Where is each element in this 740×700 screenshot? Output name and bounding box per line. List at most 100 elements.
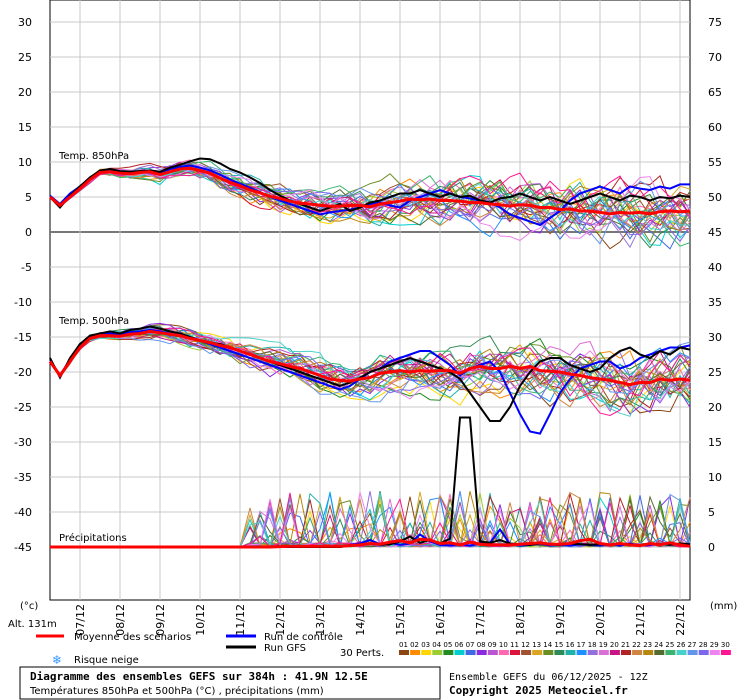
- right-tick-label: 60: [708, 121, 722, 134]
- pert-swatch: [643, 650, 654, 655]
- pert-number: 10: [499, 641, 508, 649]
- right-tick-label: 65: [708, 86, 722, 99]
- pert-number: 22: [632, 641, 641, 649]
- date-tick-label: 09/12: [154, 604, 167, 636]
- pert-number: 18: [588, 641, 597, 649]
- perturbation-line: [49, 169, 691, 218]
- date-tick-label: 17/12: [474, 604, 487, 636]
- pert-swatch: [510, 650, 520, 655]
- altitude-label: Alt. 131m: [8, 619, 57, 630]
- pert-swatch: [665, 650, 676, 655]
- left-tick-label: 0: [25, 226, 32, 239]
- perturbation-line: [49, 168, 691, 242]
- t850-line: [49, 157, 691, 213]
- left-tick-label: 20: [18, 86, 32, 99]
- right-tick-label: 35: [708, 296, 722, 309]
- series-layer: [48, 157, 691, 549]
- pert-number: 13: [532, 641, 541, 649]
- t500-line: [49, 325, 691, 422]
- label-t850: Temp. 850hPa: [58, 151, 129, 162]
- date-tick-label: 07/12: [74, 604, 87, 636]
- perturbation-line: [49, 322, 691, 415]
- right-tick-label: 15: [708, 436, 722, 449]
- date-tick-label: 18/12: [514, 604, 527, 636]
- right-tick-label: 45: [708, 226, 722, 239]
- pert-swatch: [576, 650, 587, 655]
- pert-swatch: [543, 650, 554, 655]
- date-tick-label: 13/12: [314, 604, 327, 636]
- left-tick-label: -45: [14, 541, 32, 554]
- pert-number: 02: [410, 641, 419, 649]
- left-tick-label: 30: [18, 16, 32, 29]
- perturbation-line: [49, 164, 691, 226]
- pert-number: 21: [621, 641, 630, 649]
- date-tick-label: 22/12: [674, 604, 687, 636]
- right-tick-label: 5: [708, 506, 715, 519]
- pert-number: 14: [543, 641, 552, 649]
- left-tick-label: 25: [18, 51, 32, 64]
- pert-swatch: [587, 650, 598, 655]
- pert-number: 27: [688, 641, 697, 649]
- footer-subtitle: Températures 850hPa et 500hPa (°C) , pré…: [29, 685, 324, 697]
- date-tick-label: 12/12: [274, 604, 287, 636]
- pert-swatch: [598, 650, 609, 655]
- snowflake-icon: ❄: [52, 653, 62, 667]
- left-tick-label: -5: [21, 261, 32, 274]
- date-tick-label: 15/12: [394, 604, 407, 636]
- right-tick-label: 25: [708, 366, 722, 379]
- legend-mean: Moyenne des scénarios: [74, 631, 191, 643]
- date-tick-label: 14/12: [354, 604, 367, 636]
- right-tick-label: 20: [708, 401, 722, 414]
- date-tick-label: 08/12: [114, 604, 127, 636]
- pert-swatch: [621, 650, 631, 655]
- left-tick-label: 5: [25, 191, 32, 204]
- left-tick-label: 10: [18, 156, 32, 169]
- pert-swatch: [676, 650, 687, 655]
- pert-number: 11: [510, 641, 519, 649]
- date-tick-label: 20/12: [594, 604, 607, 636]
- legend-gfs: Run GFS: [264, 643, 306, 654]
- pert-number: 01: [399, 641, 408, 649]
- right-tick-label: 75: [708, 16, 722, 29]
- legend-snow: Risque neige: [74, 655, 139, 666]
- t500-line: [48, 329, 691, 387]
- pert-number: 30: [721, 641, 730, 649]
- pert-number: 04: [432, 641, 441, 649]
- right-axis-unit: (mm): [710, 601, 737, 612]
- pert-swatch: [432, 650, 443, 655]
- left-tick-label: -15: [14, 331, 32, 344]
- date-tick-label: 19/12: [554, 604, 567, 636]
- pert-swatch: [687, 650, 698, 655]
- right-tick-label: 0: [708, 541, 715, 554]
- pert-swatch: [554, 650, 565, 655]
- pert-number: 15: [554, 641, 563, 649]
- pert-number: 24: [654, 641, 663, 649]
- date-tick-label: 21/12: [634, 604, 647, 636]
- right-tick-label: 10: [708, 471, 722, 484]
- date-tick-label: 11/12: [234, 604, 247, 636]
- pert-swatch: [421, 650, 432, 655]
- legend-perts: 30 Perts.: [340, 648, 384, 659]
- label-precip: Précipitations: [59, 532, 127, 544]
- footer-run: Ensemble GEFS du 06/12/2025 - 12Z: [449, 672, 648, 683]
- left-tick-label: -10: [14, 296, 32, 309]
- left-axis-unit: (°c): [20, 601, 38, 612]
- left-tick-label: -25: [14, 401, 32, 414]
- right-tick-label: 50: [708, 191, 722, 204]
- perturbation-line: [49, 335, 691, 403]
- mean-series: [48, 166, 691, 549]
- footer-box: [19, 666, 441, 700]
- pert-number: 25: [665, 641, 674, 649]
- pert-swatch: [498, 650, 509, 655]
- pert-number: 26: [677, 641, 686, 649]
- grid: [49, 0, 691, 601]
- pert-number: 23: [643, 641, 652, 649]
- pert-swatch: [532, 650, 543, 655]
- pert-number: 12: [521, 641, 530, 649]
- right-tick-label: 40: [708, 261, 722, 274]
- date-tick-label: 10/12: [194, 604, 207, 636]
- legend-control: Run de contrôle: [264, 631, 343, 643]
- pert-swatch: [720, 650, 731, 655]
